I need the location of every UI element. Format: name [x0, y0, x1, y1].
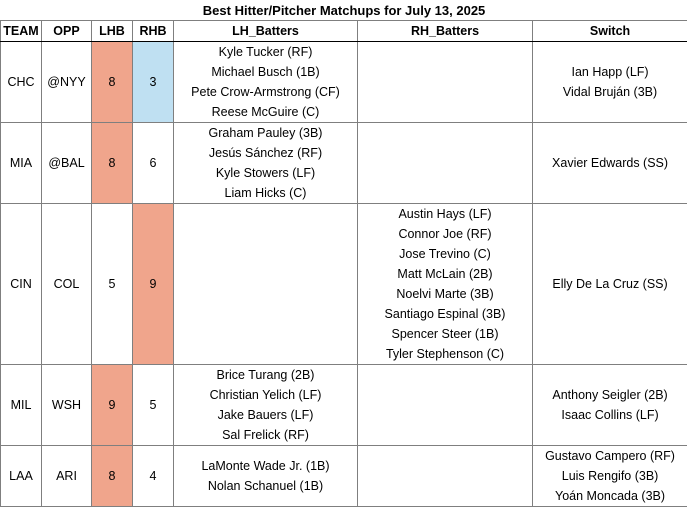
batter-name: Nolan Schanuel (1B)	[174, 476, 357, 496]
batter-name: Yoán Moncada (3B)	[533, 486, 687, 506]
batter-name: Austin Hays (LF)	[358, 204, 532, 224]
opponent-cell: @BAL	[42, 123, 92, 204]
header-rh-batters: RH_Batters	[358, 21, 533, 42]
team-cell: LAA	[1, 446, 42, 507]
switch-batters-cell: Xavier Edwards (SS)	[533, 123, 687, 204]
switch-batters-cell: Ian Happ (LF)Vidal Bruján (3B)	[533, 42, 687, 123]
switch-batters-cell: Gustavo Campero (RF)Luis Rengifo (3B)Yoá…	[533, 446, 687, 507]
batter-name: Ian Happ (LF)	[533, 62, 687, 82]
header-rhb: RHB	[133, 21, 174, 42]
rhb-count-cell: 5	[133, 365, 174, 446]
header-switch: Switch	[533, 21, 687, 42]
batter-name: Kyle Tucker (RF)	[174, 42, 357, 62]
batter-name: Graham Pauley (3B)	[174, 123, 357, 143]
rh-batters-cell	[358, 365, 533, 446]
lh-batters-cell: Brice Turang (2B)Christian Yelich (LF)Ja…	[174, 365, 358, 446]
header-lh-batters: LH_Batters	[174, 21, 358, 42]
batter-name: Pete Crow-Armstrong (CF)	[174, 82, 357, 102]
batter-name: Vidal Bruján (3B)	[533, 82, 687, 102]
lhb-count-cell: 8	[92, 123, 133, 204]
team-cell: MIA	[1, 123, 42, 204]
batter-name: Jake Bauers (LF)	[174, 405, 357, 425]
rhb-count-cell: 9	[133, 204, 174, 365]
lh-batters-cell: Graham Pauley (3B)Jesús Sánchez (RF)Kyle…	[174, 123, 358, 204]
batter-name: LaMonte Wade Jr. (1B)	[174, 456, 357, 476]
batter-name: Anthony Seigler (2B)	[533, 385, 687, 405]
batter-name: Elly De La Cruz (SS)	[533, 274, 687, 294]
batter-name: Connor Joe (RF)	[358, 224, 532, 244]
batter-name: Kyle Stowers (LF)	[174, 163, 357, 183]
switch-batters-cell: Elly De La Cruz (SS)	[533, 204, 687, 365]
header-row: TEAM OPP LHB RHB LH_Batters RH_Batters S…	[1, 21, 687, 42]
rhb-count-cell: 6	[133, 123, 174, 204]
rhb-count-cell: 3	[133, 42, 174, 123]
rh-batters-cell: Austin Hays (LF)Connor Joe (RF)Jose Trev…	[358, 204, 533, 365]
batter-name: Isaac Collins (LF)	[533, 405, 687, 425]
batter-name: Jose Trevino (C)	[358, 244, 532, 264]
sheet-title: Best Hitter/Pitcher Matchups for July 13…	[1, 0, 687, 21]
lhb-count-cell: 8	[92, 446, 133, 507]
batter-name: Noelvi Marte (3B)	[358, 284, 532, 304]
lh-batters-cell	[174, 204, 358, 365]
opponent-cell: WSH	[42, 365, 92, 446]
batter-name: Spencer Steer (1B)	[358, 324, 532, 344]
batter-name: Tyler Stephenson (C)	[358, 344, 532, 364]
batter-name: Michael Busch (1B)	[174, 62, 357, 82]
opponent-cell: ARI	[42, 446, 92, 507]
header-team: TEAM	[1, 21, 42, 42]
batter-name: Jesús Sánchez (RF)	[174, 143, 357, 163]
team-cell: CIN	[1, 204, 42, 365]
lhb-count-cell: 5	[92, 204, 133, 365]
batter-name: Liam Hicks (C)	[174, 183, 357, 203]
batter-name: Gustavo Campero (RF)	[533, 446, 687, 466]
rhb-count-cell: 4	[133, 446, 174, 507]
batter-name: Sal Frelick (RF)	[174, 425, 357, 445]
lh-batters-cell: LaMonte Wade Jr. (1B)Nolan Schanuel (1B)	[174, 446, 358, 507]
team-cell: CHC	[1, 42, 42, 123]
batter-name: Matt McLain (2B)	[358, 264, 532, 284]
batter-name: Christian Yelich (LF)	[174, 385, 357, 405]
lh-batters-cell: Kyle Tucker (RF)Michael Busch (1B)Pete C…	[174, 42, 358, 123]
rh-batters-cell	[358, 123, 533, 204]
lhb-count-cell: 9	[92, 365, 133, 446]
switch-batters-cell: Anthony Seigler (2B)Isaac Collins (LF)	[533, 365, 687, 446]
lhb-count-cell: 8	[92, 42, 133, 123]
batter-name: Xavier Edwards (SS)	[533, 153, 687, 173]
rh-batters-cell	[358, 42, 533, 123]
opponent-cell: @NYY	[42, 42, 92, 123]
opponent-cell: COL	[42, 204, 92, 365]
batter-name: Luis Rengifo (3B)	[533, 466, 687, 486]
batter-name: Santiago Espinal (3B)	[358, 304, 532, 324]
batter-name: Reese McGuire (C)	[174, 102, 357, 122]
batter-name: Brice Turang (2B)	[174, 365, 357, 385]
team-cell: MIL	[1, 365, 42, 446]
header-opp: OPP	[42, 21, 92, 42]
rh-batters-cell	[358, 446, 533, 507]
header-lhb: LHB	[92, 21, 133, 42]
